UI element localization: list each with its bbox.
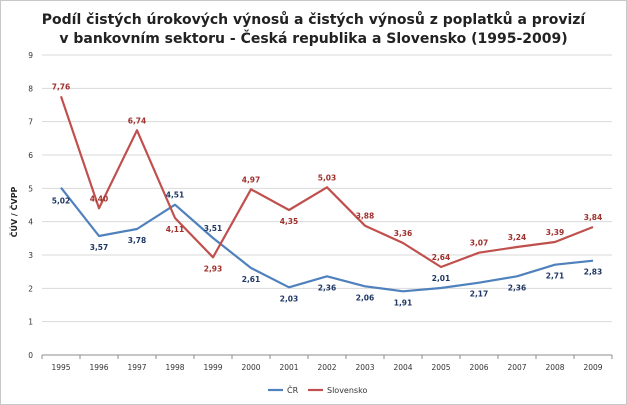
x-tick-label-2000: 2000 <box>241 363 260 372</box>
y-tick-label: 5 <box>28 184 33 193</box>
y-tick-label: 8 <box>28 84 33 93</box>
data-label-slovensko-2003: 3,88 <box>356 212 375 221</box>
data-label-slovensko-2006: 3,07 <box>470 239 489 248</box>
data-label-cr-1997: 3,78 <box>128 236 147 245</box>
series-line-slovensko <box>59 95 594 269</box>
data-label-slovensko-2002: 5,03 <box>318 173 337 182</box>
data-label-cr-2003: 2,06 <box>356 293 375 302</box>
y-tick-label: 4 <box>28 218 33 227</box>
data-label-cr-2004: 1,91 <box>394 298 413 307</box>
legend-label-cr: ČR <box>287 384 299 395</box>
data-label-slovensko-2000: 4,97 <box>242 175 261 184</box>
data-label-slovensko-1995: 7,76 <box>52 82 71 91</box>
data-label-cr-2000: 2,61 <box>242 275 261 284</box>
data-label-slovensko-2007: 3,24 <box>508 233 527 242</box>
data-labels: 5,02 3,57 3,78 4,51 3,51 2,61 2,03 2,36 2,06 1,91… <box>52 82 603 307</box>
x-axis-ticks: 1995 1996 1997 1998 1999 2000 2001 2002 2003 2004… <box>41 355 613 372</box>
x-tick-label-1995: 1995 <box>51 363 70 372</box>
x-tick-label-1997: 1997 <box>127 363 146 372</box>
legend-label-slovensko: Slovensko <box>327 386 367 395</box>
y-tick-label: 1 <box>28 318 33 327</box>
data-label-cr-2005: 2,01 <box>432 274 451 283</box>
data-label-slovensko-2008: 3,39 <box>546 228 565 237</box>
data-label-cr-2008: 2,71 <box>546 272 565 281</box>
data-label-slovensko-1998: 4,11 <box>166 225 185 234</box>
y-axis-label: ČÚV / ČVPP <box>8 186 19 237</box>
series-line-cr <box>60 187 594 293</box>
y-tick-label: 3 <box>28 251 33 260</box>
y-tick-label: 0 <box>28 351 33 360</box>
x-tick-label-1998: 1998 <box>165 363 184 372</box>
data-label-cr-2006: 2,17 <box>470 290 489 299</box>
y-axis-ticks: 0 1 2 3 4 5 6 7 8 9 <box>28 51 33 360</box>
x-tick-label-2009: 2009 <box>583 363 602 372</box>
series-lines <box>59 95 594 293</box>
x-tick-label-2001: 2001 <box>279 363 298 372</box>
chart-title-line-1: Podíl čistých úrokových výnosů a čistých… <box>41 12 586 28</box>
data-label-cr-2002: 2,36 <box>318 283 337 292</box>
gridlines <box>42 54 612 356</box>
x-tick-label-2004: 2004 <box>393 363 412 372</box>
data-label-cr-2001: 2,03 <box>280 294 299 303</box>
data-label-slovensko-2005: 2,64 <box>432 253 451 262</box>
legend: ČR Slovensko <box>268 384 367 395</box>
x-tick-label-2003: 2003 <box>355 363 374 372</box>
y-tick-label: 7 <box>28 118 33 127</box>
data-label-cr-1996: 3,57 <box>90 243 109 252</box>
x-tick-label-2005: 2005 <box>431 363 450 372</box>
x-tick-label-2002: 2002 <box>317 363 336 372</box>
y-tick-label: 2 <box>28 284 33 293</box>
data-label-slovensko-1996: 4,40 <box>90 194 109 203</box>
x-tick-label-1999: 1999 <box>203 363 222 372</box>
y-tick-label: 6 <box>28 151 33 160</box>
chart-title-line-2: v bankovním sektoru - Česká republika a … <box>59 31 568 47</box>
data-label-cr-2007: 2,36 <box>508 283 527 292</box>
data-label-slovensko-2001: 4,35 <box>280 217 299 226</box>
data-label-cr-1998: 4,51 <box>166 191 185 200</box>
x-tick-label-2008: 2008 <box>545 363 564 372</box>
chart-title: Podíl čistých úrokových výnosů a čistých… <box>0 11 627 49</box>
data-label-slovensko-2004: 3,36 <box>394 229 413 238</box>
data-label-cr-2009: 2,83 <box>584 268 603 277</box>
data-label-slovensko-1999: 2,93 <box>204 264 223 273</box>
data-label-slovensko-1997: 6,74 <box>128 116 147 125</box>
y-tick-label: 9 <box>28 51 33 60</box>
data-label-cr-1995: 5,02 <box>52 197 71 206</box>
x-tick-label-1996: 1996 <box>89 363 108 372</box>
x-tick-label-2007: 2007 <box>507 363 526 372</box>
data-label-cr-1999: 3,51 <box>204 224 223 233</box>
data-label-slovensko-2009: 3,84 <box>584 213 603 222</box>
x-tick-label-2006: 2006 <box>469 363 488 372</box>
